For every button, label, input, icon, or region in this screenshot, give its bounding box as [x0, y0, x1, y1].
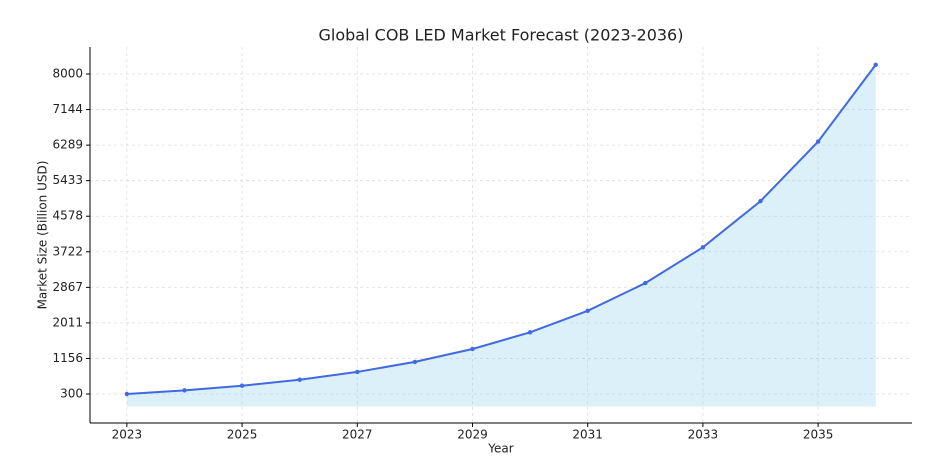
- point: [700, 245, 706, 250]
- x-tick-label: 2035: [803, 428, 834, 442]
- x-tick-label: 2027: [342, 428, 373, 442]
- point: [643, 280, 648, 286]
- x-tick-label: 2023: [112, 428, 143, 442]
- point: [815, 139, 821, 144]
- y-tick-label: 2011: [52, 315, 83, 329]
- x-tick-label: 2025: [227, 428, 258, 442]
- point: [182, 388, 187, 393]
- y-tick-label: 7144: [52, 102, 83, 116]
- y-tick-label: 4578: [52, 209, 83, 223]
- x-tick-label: 2029: [457, 428, 488, 442]
- x-tick-label: 2033: [688, 428, 719, 442]
- point: [873, 62, 878, 67]
- point: [124, 391, 130, 397]
- point: [470, 346, 475, 352]
- y-tick-label: 1156: [52, 351, 83, 365]
- point: [297, 377, 302, 382]
- point: [585, 308, 590, 313]
- y-tick-label: 5433: [52, 173, 83, 187]
- x-tick-label: 2031: [572, 428, 603, 442]
- y-tick-label: 2867: [52, 280, 83, 294]
- point: [412, 359, 418, 365]
- point: [758, 198, 763, 204]
- y-axis-label: Market Size (Billion USD): [36, 161, 50, 310]
- point: [355, 369, 360, 375]
- x-axis-label: Year: [487, 442, 513, 456]
- y-tick-label: 6289: [52, 138, 83, 152]
- area: [126, 64, 876, 407]
- point: [527, 330, 533, 335]
- point: [239, 383, 245, 388]
- y-tick-label: 3722: [52, 244, 83, 258]
- chart-title: Global COB LED Market Forecast (2023-203…: [319, 26, 684, 45]
- y-tick-label: 300: [60, 386, 83, 400]
- y-tick-label: 8000: [52, 67, 83, 81]
- line: [126, 64, 877, 395]
